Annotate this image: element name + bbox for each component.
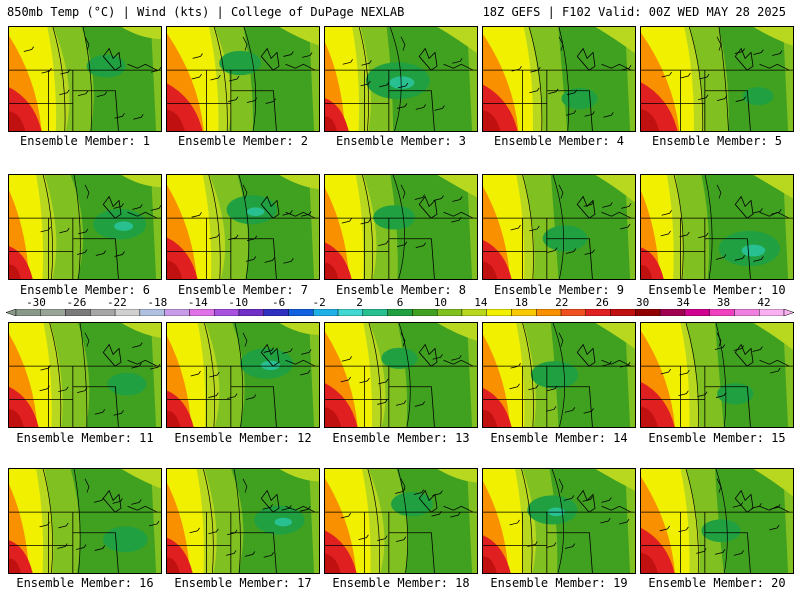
color-scale-tick-label: -18 — [147, 296, 168, 309]
ensemble-map-panel — [166, 468, 320, 574]
ensemble-member-label: Ensemble Member: 11 — [16, 431, 154, 445]
color-scale-tick-label: -2 — [312, 296, 326, 309]
ensemble-member-label: Ensemble Member: 18 — [332, 576, 470, 590]
ensemble-map-panel — [8, 322, 162, 428]
ensemble-map-panel — [640, 26, 794, 132]
ensemble-member-label: Ensemble Member: 13 — [332, 431, 470, 445]
color-scale-tick-label: 2 — [356, 296, 363, 309]
ensemble-member-label: Ensemble Member: 3 — [335, 134, 467, 148]
color-scale-tick-label: 18 — [514, 296, 528, 309]
color-scale-tick-label: -26 — [66, 296, 87, 309]
ensemble-map-panel — [640, 174, 794, 280]
ensemble-map-panel — [482, 468, 636, 574]
color-scale-tick-label: 22 — [555, 296, 569, 309]
color-scale-bar — [6, 309, 794, 316]
ensemble-map-panel — [482, 26, 636, 132]
ensemble-map-panel — [482, 174, 636, 280]
map-title: 850mb Temp (°C) | Wind (kts) | College o… — [7, 5, 405, 19]
color-scale-tick-label: -10 — [228, 296, 249, 309]
color-scale-labels: -30 -26 -22 -18 -14 -10 -6 -2 2 6 10 14 18 22 26 30 34 38… — [6, 296, 794, 309]
ensemble-member-label: Ensemble Member: 8 — [335, 283, 467, 297]
ensemble-map-panel — [482, 322, 636, 428]
ensemble-member-label: Ensemble Member: 12 — [174, 431, 312, 445]
ensemble-member-label: Ensemble Member: 2 — [177, 134, 309, 148]
color-scale-tick-label: 38 — [716, 296, 731, 309]
color-scale-tick-label: 42 — [757, 296, 771, 309]
color-scale: -30 -26 -22 -18 -14 -10 -6 -2 2 6 10 14 18 22 26 30 34 38… — [6, 296, 794, 320]
ensemble-map-panel — [324, 26, 478, 132]
color-scale-tick-label: -22 — [106, 296, 127, 309]
ensemble-member-label: Ensemble Member: 1 — [19, 134, 151, 148]
ensemble-map-panel — [640, 468, 794, 574]
run-info: 18Z GEFS | F102 Valid: 00Z WED MAY 28 20… — [482, 5, 786, 19]
ensemble-map-panel — [324, 468, 478, 574]
ensemble-member-label: Ensemble Member: 15 — [648, 431, 786, 445]
color-scale-tick-label: 26 — [595, 296, 609, 309]
color-scale-tick-label: 30 — [636, 296, 650, 309]
ensemble-member-label: Ensemble Member: 4 — [493, 134, 625, 148]
ensemble-member-label: Ensemble Member: 17 — [174, 576, 312, 590]
color-scale-tick-label: 6 — [396, 296, 404, 309]
ensemble-map-panel — [166, 26, 320, 132]
ensemble-map-panel — [324, 322, 478, 428]
color-scale-tick-label: -6 — [272, 296, 286, 309]
ensemble-member-label: Ensemble Member: 10 — [648, 283, 786, 297]
ensemble-member-label: Ensemble Member: 7 — [177, 283, 309, 297]
ensemble-map-panel — [324, 174, 478, 280]
ensemble-member-label: Ensemble Member: 9 — [493, 283, 625, 297]
ensemble-map-panel — [8, 468, 162, 574]
ensemble-member-label: Ensemble Member: 20 — [648, 576, 786, 590]
ensemble-member-label: Ensemble Member: 19 — [490, 576, 628, 590]
color-scale-tick-label: 14 — [474, 296, 488, 309]
ensemble-member-label: Ensemble Member: 16 — [16, 576, 154, 590]
color-scale-tick-label: 10 — [433, 296, 448, 309]
color-scale-tick-label: -30 — [26, 296, 46, 309]
ensemble-member-label: Ensemble Member: 5 — [651, 134, 783, 148]
color-scale-tick-label: -14 — [187, 296, 208, 309]
ensemble-member-label: Ensemble Member: 6 — [19, 283, 151, 297]
ensemble-map-panel — [8, 26, 162, 132]
ensemble-map-panel — [8, 174, 162, 280]
color-scale-tick-label: 34 — [676, 296, 690, 309]
ensemble-member-label: Ensemble Member: 14 — [490, 431, 628, 445]
ensemble-map-panel — [166, 174, 320, 280]
ensemble-map-panel — [640, 322, 794, 428]
ensemble-map-panel — [166, 322, 320, 428]
